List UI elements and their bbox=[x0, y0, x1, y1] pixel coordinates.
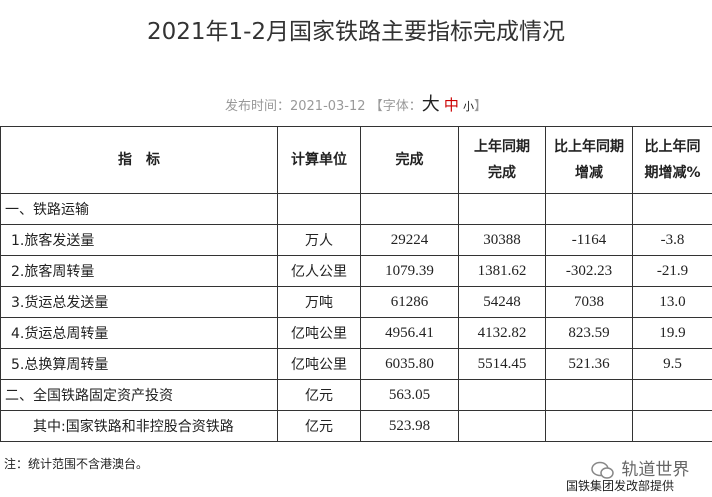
table-cell bbox=[360, 193, 459, 225]
table-cell: 万吨 bbox=[277, 286, 361, 318]
table-cell: 823.59 bbox=[545, 317, 633, 349]
header-line: 增减 bbox=[575, 165, 603, 181]
table-cell: 29224 bbox=[360, 224, 459, 256]
table-cell: 2.旅客周转量 bbox=[0, 255, 278, 287]
note: 注：统计范围不含港澳台。 bbox=[4, 457, 149, 471]
table-cell: 亿元 bbox=[277, 379, 361, 411]
column-header: 比上年同期增减% bbox=[632, 126, 712, 194]
table-cell bbox=[458, 379, 546, 411]
table-cell bbox=[277, 193, 361, 225]
table-cell: -1164 bbox=[545, 224, 633, 256]
table-cell: 9.5 bbox=[632, 348, 712, 380]
table-cell: 1.旅客发送量 bbox=[0, 224, 278, 256]
table-cell: 4956.41 bbox=[360, 317, 459, 349]
table-cell bbox=[632, 410, 712, 442]
table-row: 5.总换算周转量 亿吨公里 6035.80 5514.45 521.36 9.5 bbox=[0, 348, 712, 380]
header-line: 比上年同 bbox=[644, 139, 701, 155]
table-cell: 54248 bbox=[458, 286, 546, 318]
column-header: 完成 bbox=[360, 126, 459, 194]
table-cell: 二、全国铁路固定资产投资 bbox=[0, 379, 278, 411]
meta: 发布时间：2021-03-12 【字体：大 中 小】 bbox=[0, 90, 712, 116]
table-cell bbox=[632, 193, 712, 225]
table-row: 一、铁路运输 bbox=[0, 193, 712, 225]
table-row: 3.货运总发送量 万吨 61286 54248 7038 13.0 bbox=[0, 286, 712, 318]
table-cell: 4132.82 bbox=[458, 317, 546, 349]
table-cell: 30388 bbox=[458, 224, 546, 256]
table-row: 二、全国铁路固定资产投资 亿元 563.05 bbox=[0, 379, 712, 411]
table-cell: 亿吨公里 bbox=[277, 317, 361, 349]
header-line: 指 标 bbox=[118, 152, 160, 168]
table-cell: 4.货运总周转量 bbox=[0, 317, 278, 349]
header-line: 完成 bbox=[395, 152, 424, 168]
table-cell: 521.36 bbox=[545, 348, 633, 380]
watermark: 轨道世界 bbox=[590, 455, 689, 480]
header-line: 完成 bbox=[488, 165, 516, 181]
table-cell: 亿人公里 bbox=[277, 255, 361, 287]
table-cell: 563.05 bbox=[360, 379, 459, 411]
publish-date: 发布时间：2021-03-12 bbox=[224, 99, 366, 114]
column-header: 计算单位 bbox=[277, 126, 361, 194]
table-cell: 1381.62 bbox=[458, 255, 546, 287]
table-cell bbox=[545, 379, 633, 411]
header-line: 比上年同期 bbox=[554, 139, 624, 155]
table-cell: 其中:国家铁路和非控股合资铁路 bbox=[0, 410, 278, 442]
table-cell: 1079.39 bbox=[360, 255, 459, 287]
font-label: 【字体： bbox=[369, 99, 422, 114]
table-cell: 万人 bbox=[277, 224, 361, 256]
table-cell bbox=[458, 410, 546, 442]
table-row: 其中:国家铁路和非控股合资铁路 亿元 523.98 bbox=[0, 410, 712, 442]
header-line: 上年同期 bbox=[474, 139, 530, 155]
table-row: 1.旅客发送量 万人 29224 30388 -1164 -3.8 bbox=[0, 224, 712, 256]
font-medium[interactable]: 中 bbox=[443, 96, 459, 114]
table-cell: 一、铁路运输 bbox=[0, 193, 278, 225]
table-cell: 523.98 bbox=[360, 410, 459, 442]
table-cell bbox=[545, 193, 633, 225]
column-header: 比上年同期 增减 bbox=[545, 126, 633, 194]
table-cell: 6035.80 bbox=[360, 348, 459, 380]
font-large[interactable]: 大 bbox=[421, 94, 440, 115]
table-cell: 61286 bbox=[360, 286, 459, 318]
table-row: 2.旅客周转量 亿人公里 1079.39 1381.62 -302.23 -21.9 bbox=[0, 255, 712, 287]
table-cell: -302.23 bbox=[545, 255, 633, 287]
table-cell bbox=[458, 193, 546, 225]
table-cell: 7038 bbox=[545, 286, 633, 318]
column-header: 上年同期 完成 bbox=[458, 126, 546, 194]
header-row: 指 标计算单位 完成 上年同期 完成 比上年同期 增减 比上年同 期增减% bbox=[0, 126, 712, 194]
title: 2021年1-2月国家铁路主要指标完成情况 bbox=[146, 19, 566, 45]
table-cell bbox=[545, 410, 633, 442]
table-cell: 13.0 bbox=[632, 286, 712, 318]
table-cell: 5514.45 bbox=[458, 348, 546, 380]
table-cell: -3.8 bbox=[632, 224, 712, 256]
table-cell: -21.9 bbox=[632, 255, 712, 287]
column-header: 指 标 bbox=[0, 126, 278, 194]
header-line: 计算单位 bbox=[291, 152, 347, 168]
table-cell: 亿吨公里 bbox=[277, 348, 361, 380]
font-close: 】 bbox=[474, 99, 488, 114]
wechat-icon bbox=[591, 461, 614, 479]
table-cell: 5.总换算周转量 bbox=[0, 348, 278, 380]
table-row: 4.货运总周转量 亿吨公里 4956.41 4132.82 823.59 19.9 bbox=[0, 317, 712, 349]
table-cell: 3.货运总发送量 bbox=[0, 286, 278, 318]
source: 国铁集团发改部提供 bbox=[566, 479, 675, 493]
header-line: 期增减% bbox=[644, 165, 701, 181]
table-cell: 19.9 bbox=[632, 317, 712, 349]
watermark-text: 轨道世界 bbox=[621, 460, 690, 480]
table-cell: 亿元 bbox=[277, 410, 361, 442]
font-small[interactable]: 小 bbox=[463, 100, 474, 113]
indicator-table: 指 标计算单位 完成 上年同期 完成 比上年同期 增减 比上年同 期增减% 一、铁路运输 1.旅… bbox=[0, 126, 712, 442]
table-cell bbox=[632, 379, 712, 411]
